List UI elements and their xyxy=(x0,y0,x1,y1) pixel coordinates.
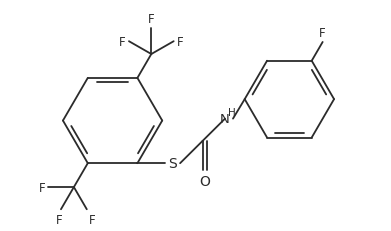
Text: H: H xyxy=(228,107,236,117)
Text: N: N xyxy=(220,113,230,126)
Text: F: F xyxy=(319,27,326,40)
Text: O: O xyxy=(199,175,210,188)
Text: F: F xyxy=(56,213,62,226)
Text: S: S xyxy=(168,157,177,170)
Text: F: F xyxy=(148,13,154,26)
Text: F: F xyxy=(119,36,126,49)
Text: F: F xyxy=(89,213,95,226)
Text: F: F xyxy=(177,36,183,49)
Text: F: F xyxy=(38,181,45,194)
